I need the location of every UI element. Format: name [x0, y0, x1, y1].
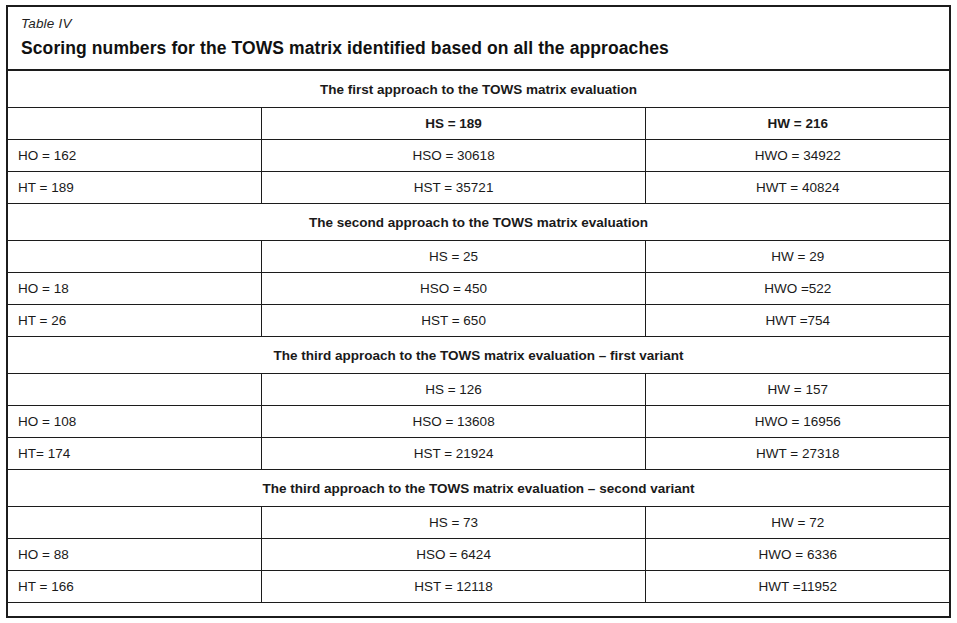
- table-row: HS = 189HW = 216: [8, 108, 949, 140]
- table-row: HT = 26HST = 650HWT =754: [8, 305, 949, 337]
- table-row: HT = 166HST = 12118HWT =11952: [8, 571, 949, 603]
- table-cell: HWT = 40824: [646, 172, 949, 204]
- section-heading-row: The first approach to the TOWS matrix ev…: [8, 71, 949, 108]
- table-row: HS = 126HW = 157: [8, 374, 949, 406]
- table-cell: HT = 189: [8, 172, 261, 204]
- document-frame: Table IV Scoring numbers for the TOWS ma…: [6, 5, 951, 618]
- table-cell: HWT = 27318: [646, 438, 949, 470]
- table-cell: HSO = 450: [261, 273, 646, 305]
- section-heading: The third approach to the TOWS matrix ev…: [8, 470, 949, 507]
- table-cell: HW = 216: [646, 108, 949, 140]
- section-heading-row: The third approach to the TOWS matrix ev…: [8, 470, 949, 507]
- page: { "table": { "label": "Table IV", "title…: [0, 0, 957, 623]
- table-cell: HWT =754: [646, 305, 949, 337]
- table-cell: HS = 126: [261, 374, 646, 406]
- table-row: HO = 18HSO = 450HWO =522: [8, 273, 949, 305]
- table-cell: HWO =522: [646, 273, 949, 305]
- table-cell: [8, 241, 261, 273]
- table-cell: HWO = 34922: [646, 140, 949, 172]
- bottom-spacer: [8, 603, 949, 616]
- table-cell: HT = 166: [8, 571, 261, 603]
- section-heading-row: The third approach to the TOWS matrix ev…: [8, 337, 949, 374]
- table-number-label: Table IV: [21, 16, 936, 31]
- table-row: HT = 189HST = 35721HWT = 40824: [8, 172, 949, 204]
- table-cell: HST = 21924: [261, 438, 646, 470]
- table-cell: HS = 73: [261, 507, 646, 539]
- table-row: HS = 73HW = 72: [8, 507, 949, 539]
- section-heading: The second approach to the TOWS matrix e…: [8, 204, 949, 241]
- section-heading: The first approach to the TOWS matrix ev…: [8, 71, 949, 108]
- table-cell: HO = 162: [8, 140, 261, 172]
- table-cell: HT= 174: [8, 438, 261, 470]
- table-cell: HO = 88: [8, 539, 261, 571]
- table-cell: HWT =11952: [646, 571, 949, 603]
- table-cell: HST = 12118: [261, 571, 646, 603]
- table-row: HS = 25HW = 29: [8, 241, 949, 273]
- table-row: HT= 174HST = 21924HWT = 27318: [8, 438, 949, 470]
- table-cell: HS = 25: [261, 241, 646, 273]
- table-cell: HSO = 13608: [261, 406, 646, 438]
- table-title: Scoring numbers for the TOWS matrix iden…: [21, 38, 936, 59]
- section-heading: The third approach to the TOWS matrix ev…: [8, 337, 949, 374]
- table-cell: HW = 29: [646, 241, 949, 273]
- table-cell: HS = 189: [261, 108, 646, 140]
- table-row: HO = 108HSO = 13608HWO = 16956: [8, 406, 949, 438]
- table-cell: HWO = 16956: [646, 406, 949, 438]
- table-row: HO = 88HSO = 6424HWO = 6336: [8, 539, 949, 571]
- table-row: HO = 162HSO = 30618HWO = 34922: [8, 140, 949, 172]
- table-cell: HO = 18: [8, 273, 261, 305]
- table-cell: HT = 26: [8, 305, 261, 337]
- tows-table-body: The first approach to the TOWS matrix ev…: [8, 71, 949, 603]
- table-cell: HO = 108: [8, 406, 261, 438]
- table-caption-block: Table IV Scoring numbers for the TOWS ma…: [8, 7, 949, 70]
- table-cell: [8, 108, 261, 140]
- table-cell: HST = 35721: [261, 172, 646, 204]
- table-cell: HST = 650: [261, 305, 646, 337]
- section-heading-row: The second approach to the TOWS matrix e…: [8, 204, 949, 241]
- table-cell: [8, 507, 261, 539]
- table-cell: HSO = 30618: [261, 140, 646, 172]
- table-cell: HW = 157: [646, 374, 949, 406]
- table-cell: HWO = 6336: [646, 539, 949, 571]
- table-cell: HSO = 6424: [261, 539, 646, 571]
- table-cell: HW = 72: [646, 507, 949, 539]
- table-cell: [8, 374, 261, 406]
- tows-scoring-table: The first approach to the TOWS matrix ev…: [8, 70, 949, 603]
